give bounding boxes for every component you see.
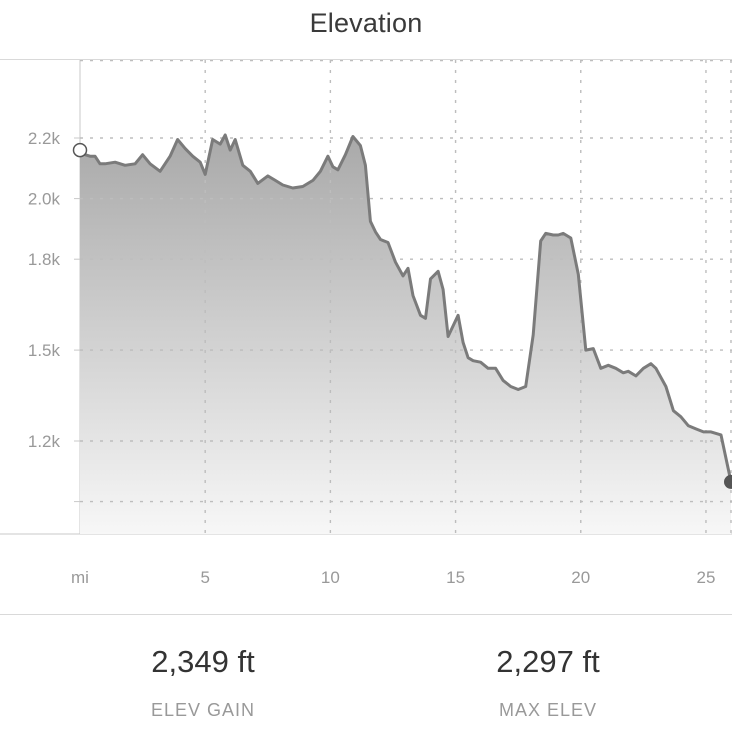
- stats-panel: 2,349 ft ELEV GAIN 2,297 ft MAX ELEV: [0, 615, 732, 731]
- x-tick-label: 15: [446, 568, 465, 587]
- chart-header: Elevation: [0, 0, 732, 60]
- elev-gain-stat: 2,349 ft ELEV GAIN: [53, 642, 353, 721]
- start-point-marker: [72, 142, 88, 158]
- x-tick-label: 10: [321, 568, 340, 587]
- y-tick-label: 1.8k: [28, 250, 61, 269]
- max-elev-label: MAX ELEV: [498, 700, 598, 720]
- y-tick-label: 2.0k: [28, 190, 61, 209]
- x-tick-label: 5: [200, 568, 209, 587]
- elevation-chart-svg: 1.2k 1.5k 1.8k 2.0k 2.2k 5 10 15 20 25 mi: [0, 60, 732, 587]
- x-unit-label: mi: [71, 568, 89, 587]
- max-elev-stat: 2,297 ft MAX ELEV: [398, 642, 698, 721]
- elevation-area-fill: [80, 135, 731, 534]
- y-tick-label: 1.2k: [28, 432, 61, 451]
- elevation-series-line: [78, 133, 732, 483]
- x-tick-label: 20: [571, 568, 590, 587]
- elev-gain-value: 2,349 ft: [151, 644, 255, 679]
- y-tick-label: 2.2k: [28, 129, 61, 148]
- max-elev-value: 2,297 ft: [496, 644, 600, 679]
- elev-gain-label: ELEV GAIN: [150, 700, 256, 720]
- page-title: Elevation: [309, 8, 423, 38]
- y-tick-label: 1.5k: [28, 341, 61, 360]
- x-tick-label: 25: [697, 568, 716, 587]
- elevation-chart: 1.2k 1.5k 1.8k 2.0k 2.2k 5 10 15 20 25 mi: [0, 60, 732, 615]
- end-point-marker: [724, 474, 732, 489]
